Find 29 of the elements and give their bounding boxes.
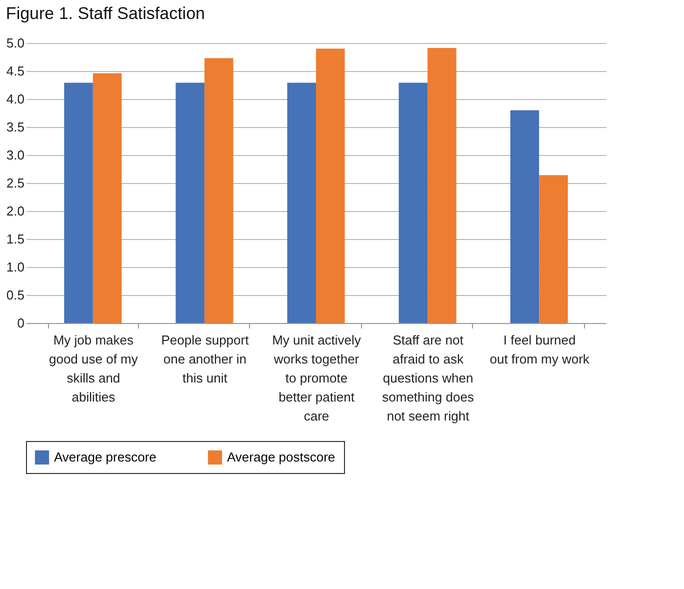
x-tick-label: People support one another in this unit — [161, 332, 250, 386]
y-tick-label: 1.0 — [6, 260, 24, 274]
y-tick-label: 3.0 — [6, 148, 24, 162]
x-tick-label: My unit actively works together to promote better patient care — [272, 332, 362, 424]
bar — [398, 82, 428, 323]
y-tick-label: 2.5 — [6, 176, 24, 190]
legend-label: Average prescore — [54, 449, 156, 464]
bar — [204, 58, 234, 323]
bar — [92, 73, 122, 323]
y-tick-label: 2.0 — [6, 204, 24, 218]
y-tick-label: 3.5 — [6, 120, 24, 134]
y-tick-label: 4.0 — [6, 92, 24, 106]
y-tick-label: 1.5 — [6, 232, 24, 246]
y-tick-label: 5.0 — [6, 36, 24, 50]
bar — [176, 82, 204, 323]
chart-title: Figure 1. Staff Satisfaction — [6, 4, 206, 23]
bar — [510, 110, 540, 323]
bar — [64, 82, 93, 323]
bar — [287, 82, 316, 323]
bar — [539, 175, 568, 323]
bar — [316, 48, 345, 323]
x-tick-label: I feel burned out from my work — [490, 332, 590, 366]
x-tick-label: My job makes good use of my skills and abilities — [48, 332, 138, 404]
legend-label: Average postscore — [227, 449, 336, 464]
y-tick-label: 0.5 — [6, 288, 24, 302]
bar — [428, 48, 456, 323]
x-tick-label: Staff are not afraid to ask questions when something does not seem right — [382, 332, 474, 424]
y-tick-label: 0 — [17, 316, 24, 330]
y-tick-label: 4.5 — [6, 64, 24, 78]
